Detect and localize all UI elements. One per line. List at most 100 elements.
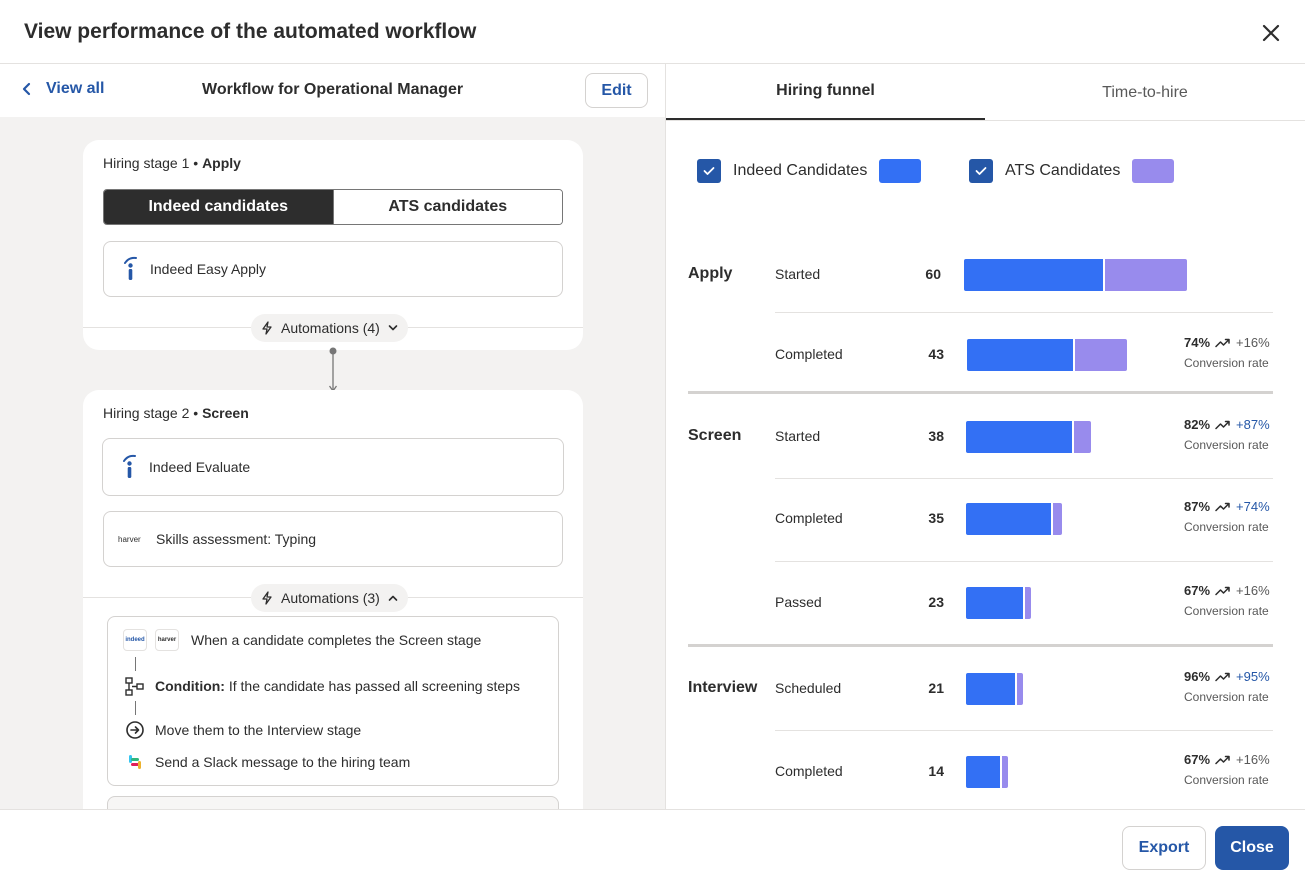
source-label: Indeed Easy Apply [150, 261, 266, 277]
funnel-row-count: 38 [928, 428, 944, 444]
funnel-bar[interactable] [966, 587, 1031, 619]
lightning-icon [262, 321, 272, 335]
automations-label: Automations (3) [281, 590, 380, 606]
funnel-bar[interactable] [967, 339, 1127, 371]
ats-bar-segment [1105, 259, 1187, 291]
indeed-checkbox[interactable] [697, 159, 721, 183]
ats-bar-segment [1053, 503, 1062, 535]
workflow-panel: View all Workflow for Operational Manage… [0, 64, 666, 809]
stage-1-automations-toggle[interactable]: Automations (4) [251, 314, 408, 342]
harver-mini-logo: harver [155, 629, 179, 651]
funnel-row-count: 60 [925, 266, 941, 282]
conversion-rate: 74% +16% Conversion rate [1184, 335, 1270, 370]
flow-line [135, 657, 136, 671]
indeed-bar-segment [966, 673, 1015, 705]
ats-bar-segment [1017, 673, 1023, 705]
candidate-type-toggle: Indeed candidates ATS candidates [103, 189, 563, 225]
conversion-rate: 82% +87% Conversion rate [1184, 417, 1270, 452]
chevron-down-icon [388, 325, 398, 331]
funnel-bar[interactable] [964, 259, 1187, 291]
funnel-bar[interactable] [966, 503, 1062, 535]
conversion-caption: Conversion rate [1184, 520, 1269, 534]
source-skills-assessment[interactable]: harver Skills assessment: Typing [103, 511, 563, 567]
close-button[interactable]: Close [1215, 826, 1289, 870]
legend-ats: ATS Candidates [969, 159, 1175, 183]
action-text: Send a Slack message to the hiring team [155, 754, 411, 770]
tab-hiring-funnel[interactable]: Hiring funnel [666, 64, 985, 121]
conversion-percent: 82% [1184, 417, 1211, 432]
conversion-percent: 67% [1184, 583, 1211, 598]
conversion-delta: +16% [1236, 583, 1270, 598]
funnel-row-count: 43 [928, 346, 944, 362]
automation-action-move: Move them to the Interview stage [123, 719, 361, 741]
conversion-delta: +95% [1236, 669, 1270, 684]
automation-box[interactable]: indeed harver When a candidate completes… [107, 616, 559, 786]
flow-line [135, 701, 136, 715]
ats-bar-segment [1075, 339, 1127, 371]
conversion-percent: 67% [1184, 752, 1211, 767]
conversion-delta: +74% [1236, 499, 1270, 514]
automation-box-next [107, 796, 559, 809]
analytics-panel: Hiring funnel Time-to-hire Indeed Candid… [666, 64, 1305, 809]
row-separator [775, 312, 1273, 313]
funnel-bar[interactable] [966, 421, 1091, 453]
lightning-icon [262, 591, 272, 605]
conversion-delta: +16% [1236, 335, 1270, 350]
source-indeed-easy-apply[interactable]: Indeed Easy Apply [103, 241, 563, 297]
funnel-row-count: 14 [928, 763, 944, 779]
close-icon[interactable] [1258, 20, 1284, 46]
indeed-bar-segment [967, 339, 1073, 371]
funnel-bar[interactable] [966, 756, 1008, 788]
automation-trigger: indeed harver When a candidate completes… [123, 629, 481, 651]
ats-swatch [1132, 159, 1175, 183]
indeed-mini-logo: indeed [123, 629, 147, 651]
row-separator [775, 561, 1273, 562]
conversion-caption: Conversion rate [1184, 438, 1269, 452]
funnel-row-label: Passed [775, 594, 822, 610]
conversion-delta: +87% [1236, 417, 1270, 432]
conversion-caption: Conversion rate [1184, 690, 1269, 704]
source-indeed-evaluate[interactable]: Indeed Evaluate [102, 438, 564, 496]
ats-checkbox[interactable] [969, 159, 993, 183]
row-separator [775, 730, 1273, 731]
conversion-caption: Conversion rate [1184, 773, 1269, 787]
checkmark-icon [975, 167, 987, 175]
tab-time-to-hire[interactable]: Time-to-hire [1102, 83, 1188, 101]
funnel-group-screen: Screen [688, 427, 742, 444]
funnel-row-count: 35 [928, 510, 944, 526]
export-button[interactable]: Export [1122, 826, 1206, 870]
stage-2-automations-toggle[interactable]: Automations (3) [251, 584, 408, 612]
conversion-delta: +16% [1236, 752, 1270, 767]
funnel-row-label: Started [775, 266, 821, 282]
view-all-link[interactable]: View all [22, 80, 104, 98]
flowchart-icon [125, 677, 144, 696]
automation-action-slack: Send a Slack message to the hiring team [123, 751, 410, 773]
workflow-canvas[interactable]: Hiring stage 1 • Apply Indeed candidates… [0, 117, 665, 809]
conversion-caption: Conversion rate [1184, 356, 1269, 370]
indeed-swatch [879, 159, 922, 183]
ats-candidates-segment[interactable]: ATS candidates [332, 190, 562, 224]
modal-title: View performance of the automated workfl… [24, 20, 477, 43]
funnel-row-label: Completed [775, 510, 843, 526]
chevron-up-icon [388, 595, 398, 601]
source-label: Indeed Evaluate [149, 459, 251, 475]
chevron-left-icon [22, 82, 31, 96]
trigger-text: When a candidate completes the Screen st… [191, 632, 482, 648]
indeed-bar-segment [966, 587, 1023, 619]
edit-button[interactable]: Edit [585, 73, 648, 108]
indeed-candidates-segment[interactable]: Indeed candidates [104, 190, 333, 224]
stage-connector-arrow [329, 347, 337, 393]
trend-up-icon [1215, 502, 1230, 512]
tab-underline [666, 120, 1305, 121]
conversion-percent: 74% [1184, 335, 1211, 350]
indeed-logo-icon [123, 454, 136, 478]
automations-label: Automations (4) [281, 320, 380, 336]
stage-1-label: Hiring stage 1 • Apply [103, 155, 241, 171]
automation-condition: Condition: If the candidate has passed a… [123, 675, 520, 697]
conversion-percent: 96% [1184, 669, 1211, 684]
conversion-caption: Conversion rate [1184, 604, 1269, 618]
indeed-bar-segment [966, 756, 1000, 788]
workflow-toolbar: View all Workflow for Operational Manage… [0, 64, 665, 117]
funnel-bar[interactable] [966, 673, 1023, 705]
